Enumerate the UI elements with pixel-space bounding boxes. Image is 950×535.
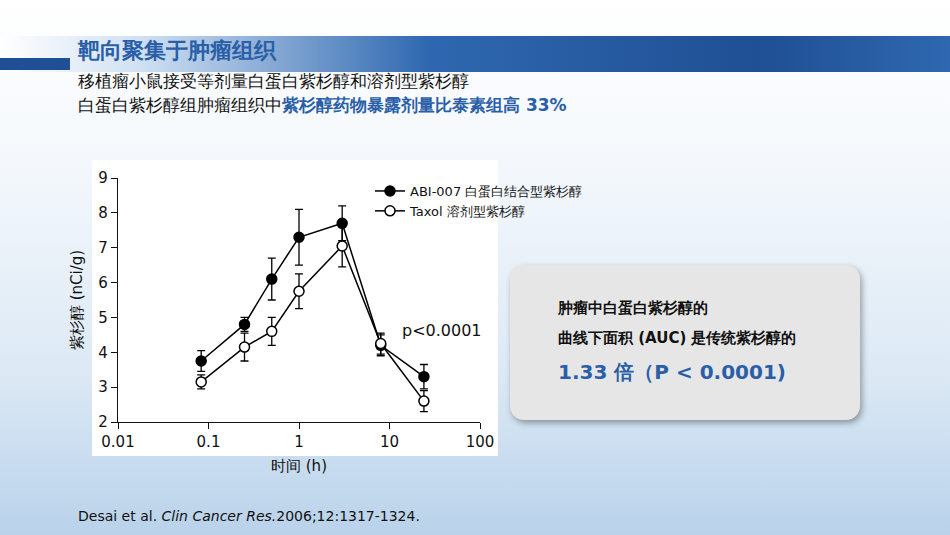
html-text:靶向聚集于肿瘤组织: 靶向聚集于肿瘤组织: [78, 38, 276, 63]
svg-text:p<0.0001: p<0.0001: [402, 321, 482, 340]
html-text:1.33 倍（P < 0.0001): 1.33 倍（P < 0.0001): [558, 360, 786, 384]
svg-text:紫杉醇 (nCi/g): 紫杉醇 (nCi/g): [68, 250, 86, 350]
svg-text:2: 2: [98, 413, 108, 431]
svg-text:1: 1: [294, 433, 304, 451]
html-text:曲线下面积 (AUC) 是传统紫杉醇的: 曲线下面积 (AUC) 是传统紫杉醇的: [558, 329, 797, 347]
html-text:Desai et al. Clin Cancer Res.: Desai et al. Clin Cancer Res. 2006;12:13…: [78, 508, 420, 524]
svg-text:9: 9: [98, 169, 108, 187]
svg-text:5: 5: [98, 309, 108, 327]
svg-text:时间 (h): 时间 (h): [271, 457, 327, 475]
svg-text:6: 6: [98, 274, 108, 292]
html-text:移植瘤小鼠接受等剂量白蛋白紫杉醇和溶剂型紫杉醇: 移植瘤小鼠接受等剂量白蛋白紫杉醇和溶剂型紫杉醇: [78, 71, 469, 91]
svg-text:Taxol 溶剂型紫杉醇: Taxol 溶剂型紫杉醇: [409, 204, 525, 219]
svg-text:0.1: 0.1: [197, 433, 221, 451]
svg-text:100: 100: [466, 433, 495, 451]
svg-text:3: 3: [98, 378, 108, 396]
svg-text:0.01: 0.01: [101, 433, 134, 451]
html-text:肿瘤中白蛋白紫杉醇的: 肿瘤中白蛋白紫杉醇的: [558, 299, 708, 317]
svg-text:10: 10: [380, 433, 399, 451]
svg-text:ABI-007 白蛋白结合型紫杉醇: ABI-007 白蛋白结合型紫杉醇: [410, 184, 582, 199]
svg-text:7: 7: [98, 239, 108, 257]
svg-text:8: 8: [98, 204, 108, 222]
html-text:白蛋白紫杉醇组肿瘤组织中紫杉醇药物暴露剂量比泰素组高 33%: 白蛋白紫杉醇组肿瘤组织中紫杉醇药物暴露剂量比泰素组高 33%: [78, 95, 567, 115]
svg-text:4: 4: [98, 344, 108, 362]
